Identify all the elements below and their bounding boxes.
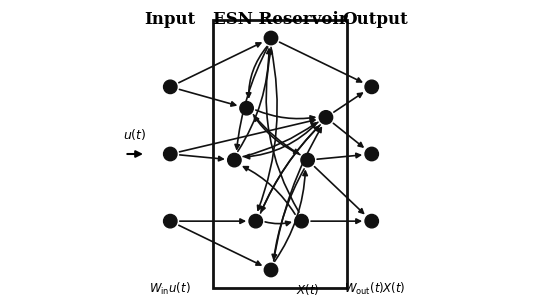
Circle shape <box>365 80 378 94</box>
Circle shape <box>240 102 253 115</box>
Circle shape <box>264 263 278 277</box>
Circle shape <box>365 214 378 228</box>
Circle shape <box>301 153 314 167</box>
Text: $X(t)$: $X(t)$ <box>296 282 319 298</box>
Text: ESN Reservoir: ESN Reservoir <box>213 10 347 27</box>
Circle shape <box>249 214 262 228</box>
Circle shape <box>164 147 177 161</box>
Circle shape <box>164 214 177 228</box>
Text: $u(t)$: $u(t)$ <box>124 127 147 142</box>
Text: Output: Output <box>342 10 408 27</box>
Text: Input: Input <box>145 10 196 27</box>
Text: $W_{\mathrm{in}}u(t)$: $W_{\mathrm{in}}u(t)$ <box>150 281 191 298</box>
Text: $W_{\mathrm{out}}(t)X(t)$: $W_{\mathrm{out}}(t)X(t)$ <box>344 281 405 298</box>
Circle shape <box>365 147 378 161</box>
Circle shape <box>164 80 177 94</box>
Circle shape <box>295 214 308 228</box>
Circle shape <box>319 111 333 124</box>
Circle shape <box>228 153 241 167</box>
FancyBboxPatch shape <box>213 20 347 288</box>
Circle shape <box>264 31 278 45</box>
